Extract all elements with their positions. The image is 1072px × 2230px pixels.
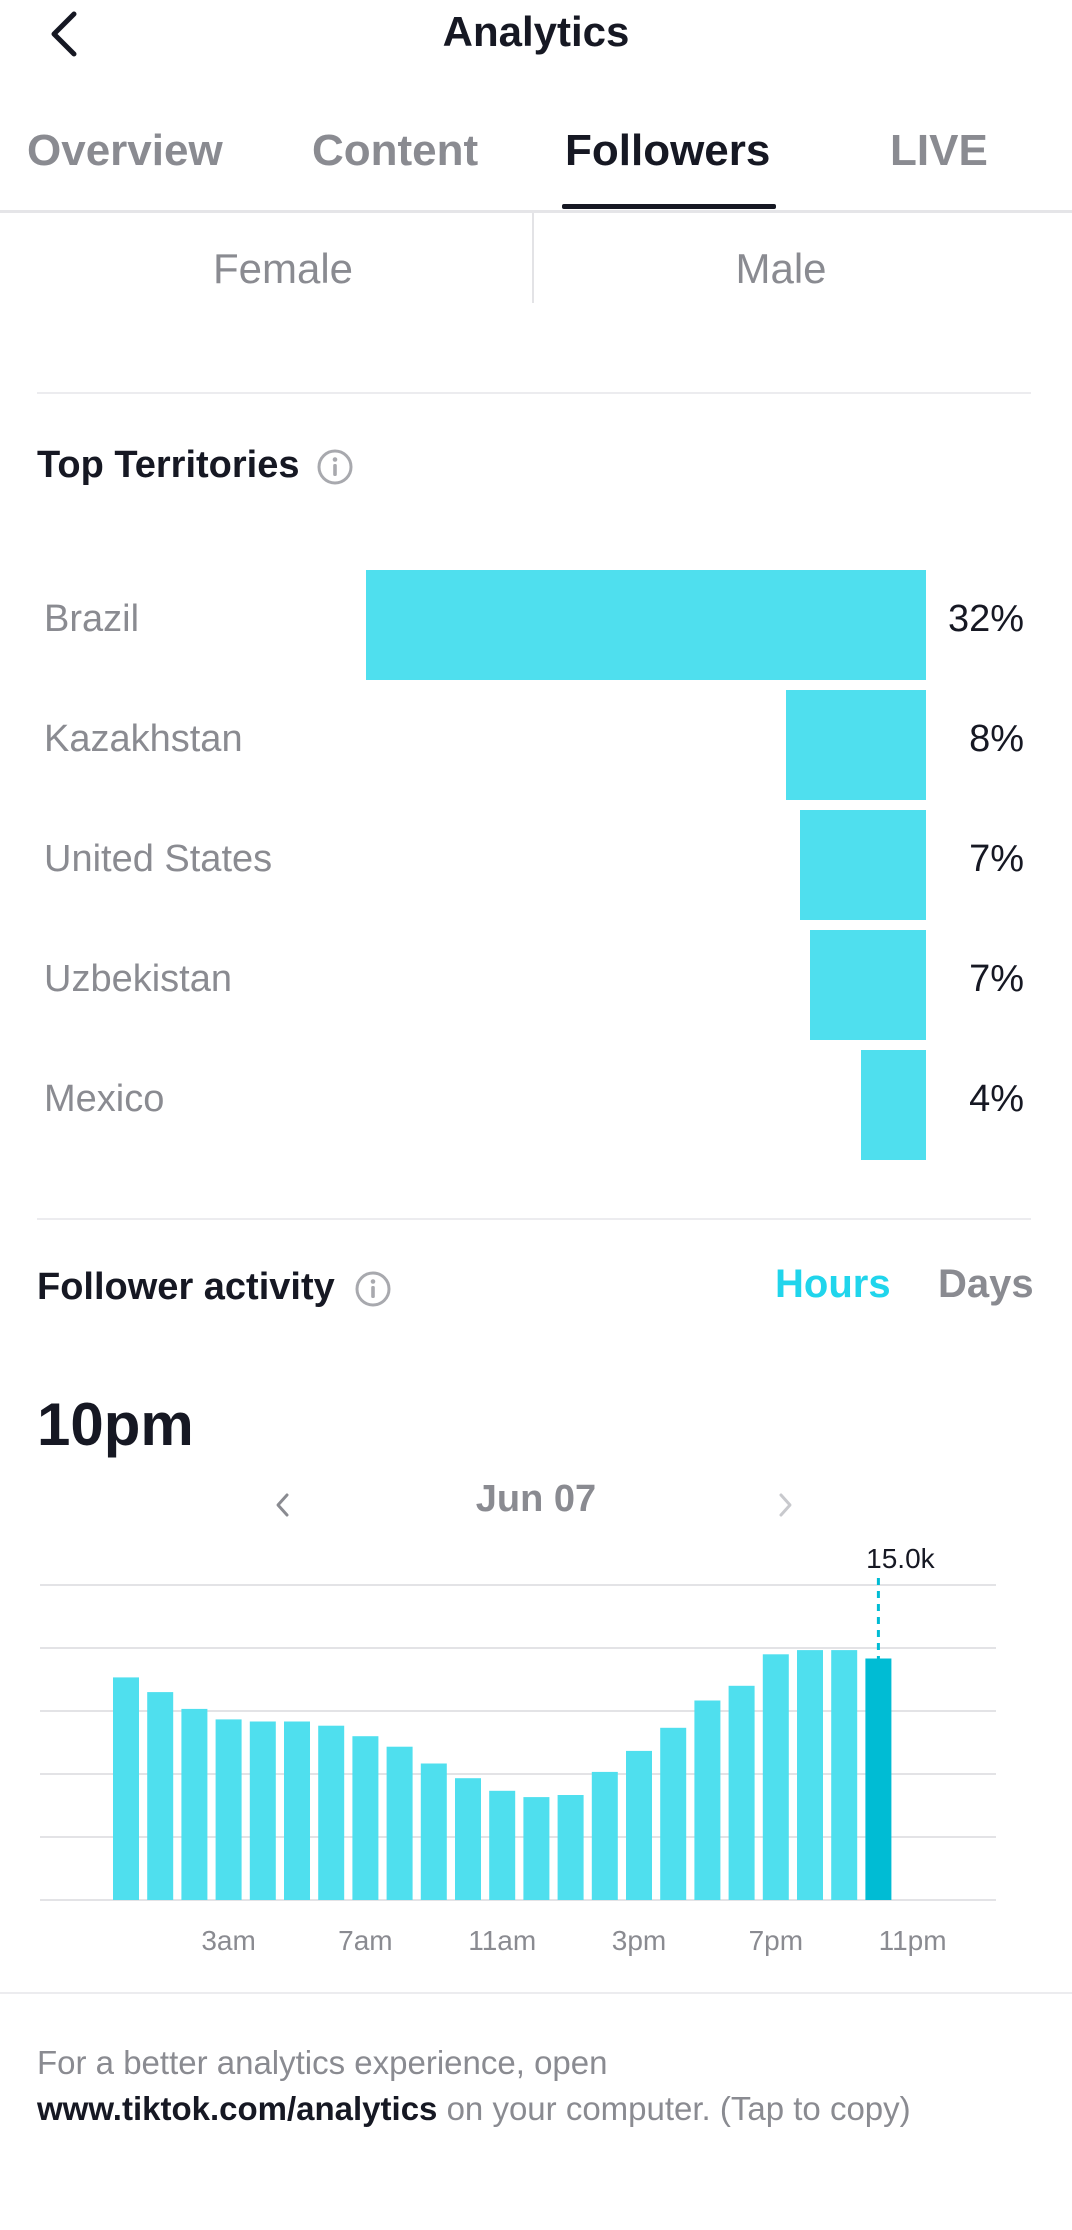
territory-percent: 4% xyxy=(969,1078,1024,1120)
activity-bar[interactable] xyxy=(420,1763,447,1901)
activity-bar[interactable] xyxy=(626,1750,652,1900)
activity-title: Follower activity xyxy=(37,1266,335,1308)
tab-content[interactable]: Content xyxy=(312,126,479,175)
gender-divider xyxy=(532,213,534,303)
territory-name: Mexico xyxy=(44,1078,165,1120)
territory-bar xyxy=(786,690,926,800)
territory-bar xyxy=(800,810,926,920)
territory-row: Uzbekistan 7% xyxy=(0,928,1072,1040)
analytics-url[interactable]: www.tiktok.com/analytics xyxy=(37,2090,438,2127)
territory-percent: 32% xyxy=(947,598,1024,640)
territory-row: Mexico 4% xyxy=(0,1048,1072,1160)
tab-bar: Overview Content Followers LIVE xyxy=(0,108,1072,213)
x-tick-label: 7pm xyxy=(749,1925,803,1956)
territory-percent: 7% xyxy=(969,958,1024,1000)
chevron-right-icon[interactable] xyxy=(772,1490,798,1520)
x-tick-label: 3am xyxy=(201,1925,255,1956)
territory-percent: 7% xyxy=(969,838,1024,880)
activity-bar[interactable] xyxy=(455,1778,481,1900)
male-label: Male xyxy=(735,245,827,292)
territories-title: Top Territories xyxy=(37,444,300,486)
territory-name: Brazil xyxy=(44,598,140,640)
follower-activity-chart: 15.0k 3am 7am 11am 3pm 7pm 11pm xyxy=(40,1543,996,1956)
active-tab-indicator xyxy=(562,204,776,209)
header: Analytics xyxy=(0,0,1072,80)
territory-row: United States 7% xyxy=(0,808,1072,920)
date-label: Jun 07 xyxy=(475,1478,597,1520)
info-icon[interactable] xyxy=(316,448,354,486)
x-tick-label: 3pm xyxy=(612,1925,666,1956)
territory-row: Brazil 32% xyxy=(0,568,1072,680)
territory-percent: 8% xyxy=(969,718,1024,760)
selected-time: 10pm xyxy=(37,1391,194,1458)
territory-row: Kazakhstan 8% xyxy=(0,688,1072,800)
chevron-left-icon xyxy=(51,11,77,57)
back-button[interactable] xyxy=(40,6,96,62)
activity-bar[interactable] xyxy=(557,1795,584,1900)
chevron-left-icon[interactable] xyxy=(270,1490,296,1520)
territory-name: Kazakhstan xyxy=(44,718,243,760)
activity-bar[interactable] xyxy=(386,1746,413,1900)
territory-name: United States xyxy=(44,838,273,880)
territory-bar xyxy=(861,1050,926,1160)
tab-live[interactable]: LIVE xyxy=(890,126,988,175)
activity-bar[interactable] xyxy=(523,1797,550,1900)
activity-bar[interactable] xyxy=(591,1771,618,1900)
activity-bar[interactable] xyxy=(215,1719,242,1900)
activity-bar[interactable] xyxy=(797,1650,823,1900)
activity-bar[interactable] xyxy=(181,1708,208,1900)
tab-overview[interactable]: Overview xyxy=(27,126,223,175)
x-tick-label: 7am xyxy=(338,1925,392,1956)
highlight-value-label: 15.0k xyxy=(866,1543,935,1574)
activity-bar[interactable] xyxy=(113,1677,139,1900)
footer-line-1: For a better analytics experience, open xyxy=(37,2044,608,2081)
page-title: Analytics xyxy=(442,8,630,55)
activity-bar[interactable] xyxy=(728,1685,755,1900)
activity-bar[interactable] xyxy=(318,1725,345,1900)
hours-toggle[interactable]: Hours xyxy=(775,1262,891,1306)
territory-bar xyxy=(366,570,926,680)
female-label: Female xyxy=(212,245,354,292)
activity-bar[interactable] xyxy=(831,1650,858,1900)
activity-bar[interactable] xyxy=(284,1721,310,1901)
selected-activity-bar[interactable] xyxy=(865,1658,892,1901)
divider xyxy=(37,392,1031,394)
divider xyxy=(37,1218,1031,1220)
activity-bar[interactable] xyxy=(489,1790,516,1900)
activity-bar[interactable] xyxy=(249,1721,276,1901)
tab-followers[interactable]: Followers xyxy=(565,126,771,175)
x-tick-label: 11am xyxy=(468,1925,536,1956)
territory-name: Uzbekistan xyxy=(44,958,232,1000)
gender-summary: Female Male xyxy=(0,213,1072,303)
days-toggle[interactable]: Days xyxy=(938,1262,1034,1306)
footer-line-2: www.tiktok.com/analytics on your compute… xyxy=(37,2086,1037,2132)
footer-note[interactable]: For a better analytics experience, open … xyxy=(37,2040,1037,2132)
activity-bar[interactable] xyxy=(147,1692,174,1900)
footer-suffix: on your computer. (Tap to copy) xyxy=(437,2090,911,2127)
divider xyxy=(0,1992,1072,1994)
info-icon[interactable] xyxy=(354,1270,392,1308)
activity-bar[interactable] xyxy=(352,1736,379,1900)
x-tick-label: 11pm xyxy=(879,1925,947,1956)
activity-bar[interactable] xyxy=(660,1727,687,1900)
activity-bar[interactable] xyxy=(694,1700,721,1901)
territory-bar xyxy=(810,930,926,1040)
activity-bar[interactable] xyxy=(762,1654,789,1900)
